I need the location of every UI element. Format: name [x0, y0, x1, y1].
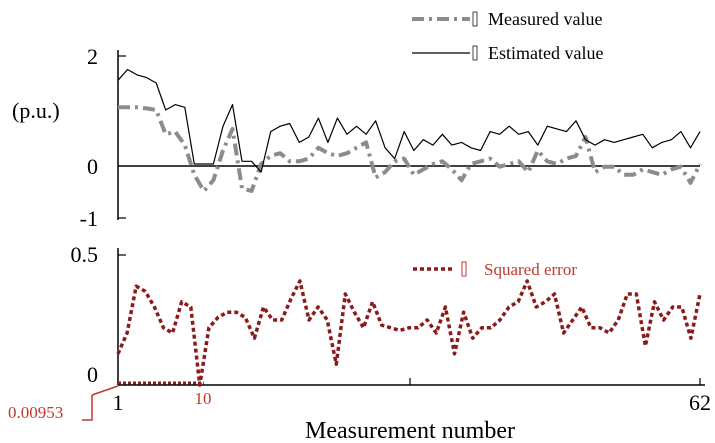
top-y-tick-label-2: 2 — [87, 44, 98, 69]
annotation-min-value: 0.00953 — [8, 403, 63, 422]
legend-measured-label: Measured value — [488, 9, 602, 29]
annotation-index-10: 10 — [195, 389, 212, 408]
top-legend: Measured value Estimated value — [412, 9, 603, 63]
bottom-y-tick-label-0: 0 — [87, 362, 98, 387]
bottom-chart: 0.5 0 1 62 Measurement number 0.00953 10… — [8, 242, 711, 443]
legend-squared-error-marker — [461, 261, 467, 277]
top-chart: 2 0 -1 (p.u.) Measured value Estimated v… — [12, 9, 702, 231]
top-y-tick-label-minus1: -1 — [80, 206, 98, 231]
series-line-measured-value — [118, 105, 702, 193]
series-line-squared-error — [116, 279, 702, 387]
bottom-x-tick-label-62: 62 — [689, 390, 711, 415]
legend-estimated-label: Estimated value — [488, 43, 603, 63]
series-line-estimated-value — [117, 68, 701, 173]
bottom-legend: Squared error — [413, 260, 577, 279]
top-y-tick-label-0: 0 — [87, 154, 98, 179]
legend-measured-marker — [472, 11, 478, 27]
bottom-x-axis-label: Measurement number — [305, 418, 515, 443]
top-series-lines — [117, 68, 702, 193]
legend-squared-error-label: Squared error — [484, 260, 577, 279]
top-y-axis-label: (p.u.) — [12, 98, 60, 123]
bottom-series-lines — [116, 279, 702, 387]
bottom-y-tick-label-05: 0.5 — [71, 242, 99, 267]
bottom-x-tick-label-1: 1 — [113, 390, 124, 415]
legend-estimated-marker — [472, 45, 478, 61]
annotation-bracket — [82, 385, 119, 421]
